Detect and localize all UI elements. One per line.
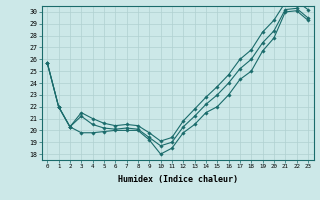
X-axis label: Humidex (Indice chaleur): Humidex (Indice chaleur)	[118, 175, 237, 184]
